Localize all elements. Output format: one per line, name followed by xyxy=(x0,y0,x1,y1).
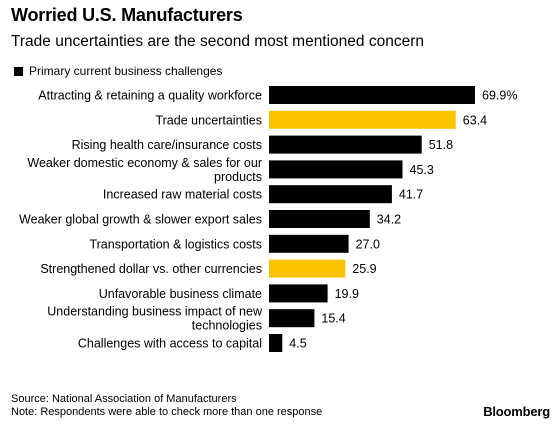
value-label: 19.9 xyxy=(335,287,359,301)
category-label: Trade uncertainties xyxy=(155,113,262,127)
value-label: 15.4 xyxy=(321,312,345,326)
value-label: 34.2 xyxy=(377,213,401,227)
bar-chart: 69.9% Attracting & retaining a quality wo… xyxy=(19,86,517,352)
value-label: 63.4 xyxy=(463,113,487,127)
category-label: Weaker global growth & slower export sal… xyxy=(19,213,262,227)
bar xyxy=(269,110,456,129)
category-label: Weaker domestic economy & sales for our xyxy=(27,156,262,170)
bar xyxy=(269,185,392,204)
value-label: 25.9 xyxy=(352,262,376,276)
bar xyxy=(269,284,328,303)
value-label: 51.8 xyxy=(429,138,453,152)
bar xyxy=(269,259,346,278)
value-label: 27.0 xyxy=(356,237,380,251)
bar xyxy=(269,160,403,179)
chart-title: Worried U.S. Manufacturers xyxy=(11,5,243,25)
bar xyxy=(269,135,422,154)
value-label: 41.7 xyxy=(399,188,423,202)
category-label: Understanding business impact of new xyxy=(47,305,263,319)
chart-subtitle: Trade uncertainties are the second most … xyxy=(11,33,424,50)
bar xyxy=(269,210,370,228)
value-label: 69.9% xyxy=(482,89,517,103)
bar xyxy=(269,234,349,253)
legend-label: Primary current business challenges xyxy=(29,64,223,78)
methodology-note: Note: Respondents were able to check mor… xyxy=(11,406,323,418)
category-label: Rising health care/insurance costs xyxy=(72,138,262,152)
category-label: Challenges with access to capital xyxy=(78,337,262,351)
legend-swatch xyxy=(14,66,23,76)
bar xyxy=(269,309,315,328)
bar xyxy=(269,86,475,104)
category-label: Transportation & logistics costs xyxy=(89,237,262,251)
footnotes: Source: National Association of Manufact… xyxy=(11,393,322,419)
value-label: 45.3 xyxy=(410,163,434,177)
legend: Primary current business challenges xyxy=(14,64,222,78)
category-label: Increased raw material costs xyxy=(103,188,262,202)
category-label: Attracting & retaining a quality workfor… xyxy=(38,89,262,103)
bloomberg-logo: Bloomberg xyxy=(483,404,550,419)
bar xyxy=(269,334,283,352)
source-note: Source: National Association of Manufact… xyxy=(11,393,237,405)
category-label: technologies xyxy=(192,319,262,333)
value-label: 4.5 xyxy=(289,337,306,351)
category-label: products xyxy=(214,170,262,184)
category-label: Unfavorable business climate xyxy=(99,287,262,301)
category-label: Strengthened dollar vs. other currencies xyxy=(40,262,262,276)
